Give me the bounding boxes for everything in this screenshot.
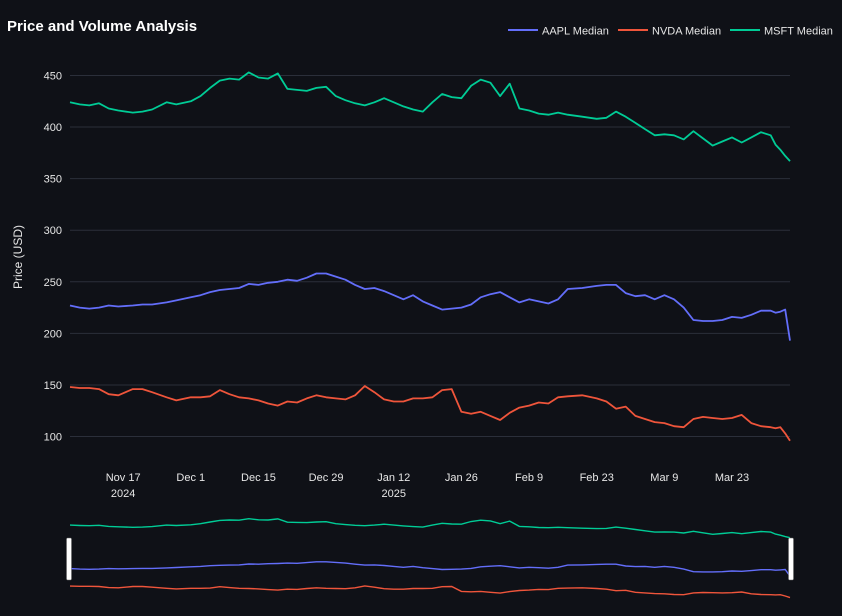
series-line-msft[interactable] — [69, 71, 791, 162]
legend[interactable]: AAPL Median NVDA Median MSFT Median — [508, 26, 833, 38]
x-tick-label: Dec 1 — [176, 472, 205, 484]
y-tick-label: 400 — [44, 122, 62, 134]
y-tick-label: 100 — [44, 432, 62, 444]
x-tick-label: Jan 26 — [445, 472, 478, 484]
legend-label: MSFT Median — [764, 26, 833, 38]
legend-item-msft[interactable]: MSFT Median — [730, 26, 833, 38]
y-tick-label: 350 — [44, 174, 62, 186]
y-tick-label: 200 — [44, 328, 62, 340]
y-tick-label: 250 — [44, 277, 62, 289]
range-slider[interactable] — [66, 517, 794, 599]
range-slider-series-msft — [69, 517, 791, 539]
x-axis-ticks: Nov 17 2024 Dec 1 Dec 15 Dec 29 Jan 12 2025 Jan… — [106, 472, 749, 500]
x-tick-label: Feb 23 — [580, 472, 614, 484]
legend-label: AAPL Median — [542, 26, 609, 38]
series-line-nvda[interactable] — [69, 385, 791, 442]
y-tick-label: 450 — [44, 70, 62, 82]
x-tick-year-label: 2025 — [382, 488, 406, 500]
range-slider-series-aapl — [69, 561, 791, 577]
x-tick-label: Dec 15 — [241, 472, 276, 484]
x-tick-label: Mar 9 — [650, 472, 678, 484]
series-line-aapl[interactable] — [69, 272, 791, 341]
y-tick-label: 150 — [44, 380, 62, 392]
y-axis-title: Price (USD) — [11, 225, 25, 289]
plot-area[interactable] — [69, 71, 791, 442]
legend-item-nvda[interactable]: NVDA Median — [618, 26, 721, 38]
x-tick-label: Jan 12 — [377, 472, 410, 484]
y-axis-ticks: 100 150 200 250 300 350 400 450 — [44, 70, 62, 443]
x-tick-label: Nov 17 — [106, 472, 141, 484]
legend-item-aapl[interactable]: AAPL Median — [508, 26, 609, 38]
gridlines — [70, 74, 790, 438]
range-slider-right-handle[interactable] — [788, 537, 794, 581]
chart-title: Price and Volume Analysis — [7, 18, 197, 35]
x-tick-label: Feb 9 — [515, 472, 543, 484]
x-tick-year-label: 2024 — [111, 488, 135, 500]
legend-label: NVDA Median — [652, 26, 721, 38]
range-slider-left-handle[interactable] — [66, 537, 72, 581]
y-tick-label: 300 — [44, 225, 62, 237]
range-slider-series-nvda — [69, 585, 791, 599]
x-tick-label: Dec 29 — [309, 472, 344, 484]
x-tick-label: Mar 23 — [715, 472, 749, 484]
